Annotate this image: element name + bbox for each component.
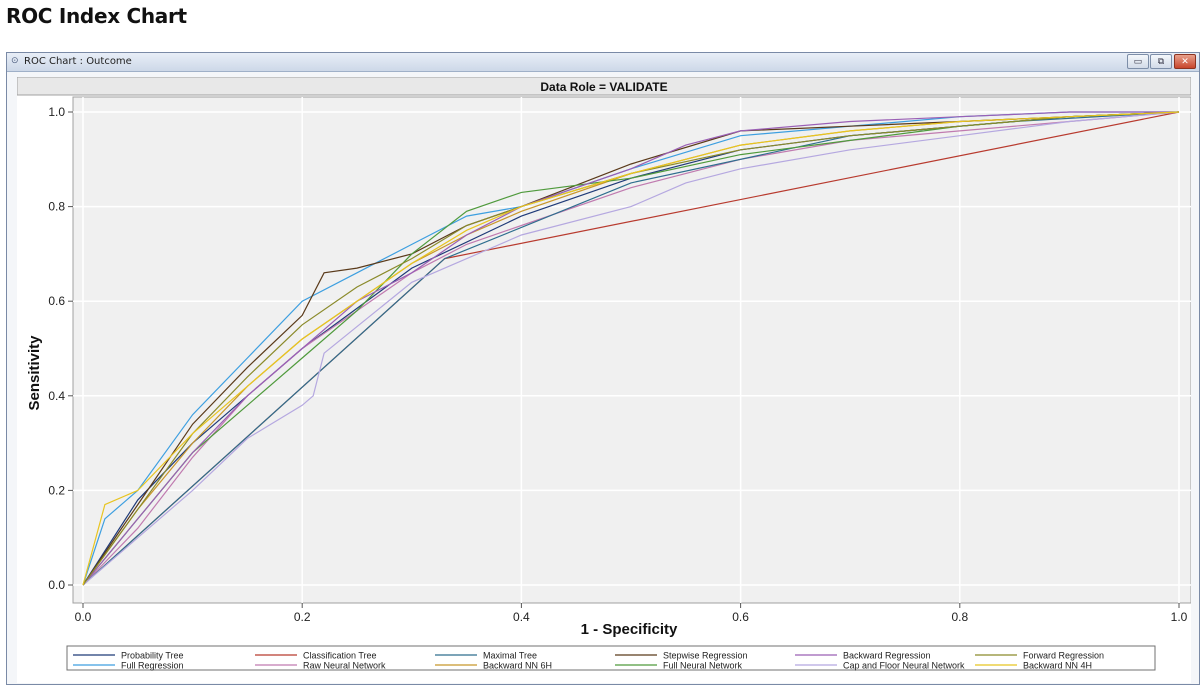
legend-label: Raw Neural Network [303,661,386,671]
series-lines [82,111,1180,586]
x-tick-label: 0.8 [951,610,968,624]
roc-chart: Data Role = VALIDATE 0.0 0.2 0.4 0.6 0.8 1.00… [16,76,1192,671]
legend-box [66,645,1156,671]
x-tick-label: 1.0 [1171,610,1188,624]
series-line-maximal-tree [82,111,1180,586]
x-tick-label: 0.0 [75,610,92,624]
chart-area: Data Role = VALIDATE 0.0 0.2 0.4 0.6 0.8 1.0 0… [16,76,1192,683]
legend-label: Forward Regression [1023,651,1104,661]
axis-ticks: 0.0 0.2 0.4 0.6 0.8 1.0 0.0 0.2 0.4 0.6 0.8 1.0 [48,105,1187,624]
series-line-forward-regression [82,111,1180,586]
y-tick-label: 0.0 [48,578,65,592]
legend-label: Stepwise Regression [663,651,748,661]
legend-label: Cap and Floor Neural Network [843,661,965,671]
series-line-backward-regression [82,111,1179,586]
x-tick-label: 0.6 [732,610,749,624]
y-tick-label: 0.8 [48,200,65,214]
close-icon[interactable]: ✕ [1174,54,1196,69]
plot-area [72,96,1192,604]
window-titlebar[interactable]: ⊙ ROC Chart : Outcome ▭ ⧉ ✕ [7,53,1199,72]
series-line-full-regression [82,111,1179,586]
y-axis-label: Sensitivity [26,335,43,411]
y-tick-label: 0.6 [48,294,65,308]
minimize-icon[interactable]: ▭ [1127,54,1149,69]
legend-label: Backward NN 4H [1023,661,1092,671]
roc-chart-window: ⊙ ROC Chart : Outcome ▭ ⧉ ✕ Data Role = … [6,52,1200,685]
legend-label: Full Regression [121,661,184,671]
legend-label: Backward NN 6H [483,661,552,671]
y-tick-label: 1.0 [48,105,65,119]
legend-label: Classification Tree [303,651,377,661]
legend-label: Full Neural Network [663,661,743,671]
series-line-full-neural-network [82,111,1180,586]
window-title: ROC Chart : Outcome [24,56,132,67]
legend-label: Backward Regression [843,651,931,661]
restore-icon[interactable]: ⧉ [1150,54,1172,69]
grid [73,97,1191,603]
chart-title: Data Role = VALIDATE [540,80,667,94]
y-tick-label: 0.4 [48,389,65,403]
series-line-stepwise-regression [82,111,1180,586]
x-tick-label: 0.4 [513,610,530,624]
page-heading: ROC Index Chart [6,4,187,28]
legend-label: Probability Tree [121,651,184,661]
chart-icon: ⊙ [11,55,19,65]
x-tick-label: 0.2 [294,610,311,624]
y-tick-label: 0.2 [48,483,65,497]
series-line-backward-nn-4h [82,111,1180,586]
legend-label: Maximal Tree [483,651,537,661]
series-line-cap-and-floor-neural-network [82,111,1180,586]
x-axis-label: 1 - Specificity [581,621,678,638]
